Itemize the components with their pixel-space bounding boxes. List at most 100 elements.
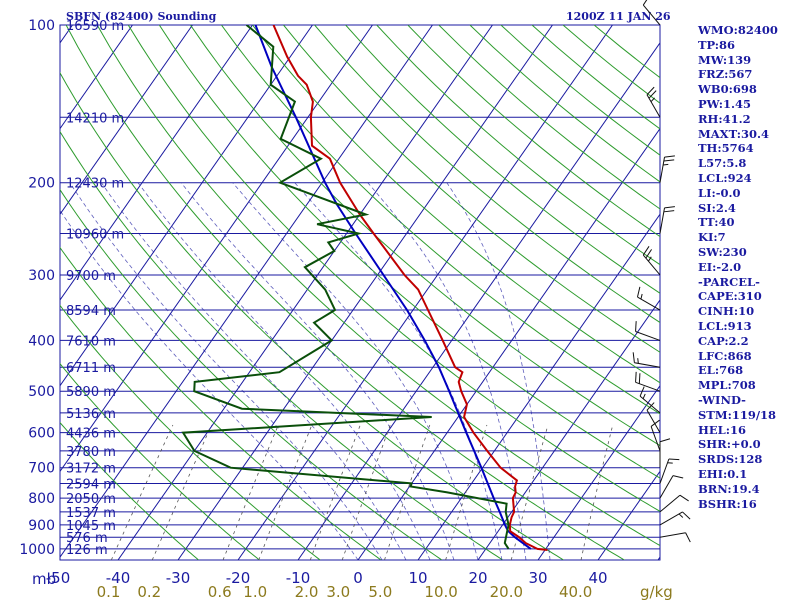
isotherm-line — [60, 25, 193, 216]
wind-barb-flag — [636, 286, 641, 298]
wind-barb-flag — [664, 155, 675, 158]
pressure-tick-label: 1000 — [19, 542, 55, 558]
wind-barb-flag — [638, 373, 641, 384]
dry-adiabat-line — [60, 71, 564, 560]
wind-barb-half-flag — [637, 358, 639, 364]
wind-barb — [659, 155, 675, 183]
index-item: WMO:82400 — [698, 23, 778, 37]
isotherm-line — [477, 299, 660, 560]
height-label: 2594 m — [66, 477, 116, 492]
chart-title: SBFN (82400) Sounding — [66, 10, 217, 23]
height-label: 3172 m — [66, 462, 116, 477]
index-item: SHR:+0.0 — [698, 437, 761, 452]
index-item: EHI:0.1 — [698, 466, 748, 481]
wind-barb-half-flag — [640, 293, 643, 300]
height-label: 10960 m — [66, 227, 124, 242]
mixing-ratio-tick-label: 1.0 — [243, 583, 267, 600]
wind-barb — [639, 386, 661, 414]
temperature-tick-label: -20 — [226, 569, 251, 587]
index-item: EL:768 — [698, 363, 744, 378]
dry-adiabat-line — [65, 25, 625, 560]
wind-barb-half-flag — [648, 256, 652, 262]
wind-barb — [659, 511, 691, 526]
wind-barb-flag — [668, 458, 680, 461]
pressure-tick-label: 900 — [28, 518, 55, 534]
moist-adiabat-line — [180, 182, 455, 560]
parcel-trace — [254, 25, 532, 550]
mixing-ratio-line — [341, 424, 391, 560]
index-item: CAP:2.2 — [698, 333, 749, 348]
wind-barb — [646, 402, 661, 433]
wind-barb — [646, 86, 661, 118]
mixing-ratio-unit-label: g/kg — [640, 583, 673, 600]
wind-barb-half-flag — [650, 97, 655, 103]
background-grid — [59, 24, 661, 561]
wind-barb-flag — [646, 86, 655, 96]
index-item: KI:7 — [698, 230, 726, 245]
pressure-tick-label: 400 — [28, 333, 55, 349]
mixing-ratio-tick-label: 40.0 — [559, 583, 592, 600]
isotherm-line — [60, 25, 313, 387]
dry-adiabat-line — [314, 25, 660, 324]
wind-barb-flag — [635, 321, 637, 332]
moist-adiabat-line — [367, 182, 527, 560]
height-label: 2050 m — [66, 492, 116, 507]
index-item: L57:5.8 — [698, 156, 747, 171]
mixing-ratio-tick-label: 0.1 — [97, 583, 121, 600]
moist-adiabat-line — [446, 182, 551, 560]
index-item: STM:119/18 — [698, 407, 777, 422]
isotherm-line — [537, 384, 660, 560]
wind-barb-staff — [659, 207, 666, 234]
isotherm-line — [417, 213, 660, 560]
wind-barb-staff — [642, 254, 661, 276]
isotherm-line — [60, 25, 253, 301]
mixing-ratio-line — [258, 424, 313, 560]
temperature-tick-label: 30 — [528, 569, 547, 587]
dry-adiabat-line — [376, 25, 660, 266]
dry-adiabat-line — [60, 130, 503, 560]
moist-adiabat-line — [101, 182, 407, 560]
temperature-tick-label: 20 — [468, 569, 487, 587]
index-item: CAPE:310 — [698, 289, 762, 304]
dry-adiabat-line — [158, 25, 660, 479]
height-label: 4436 m — [66, 427, 116, 442]
pressure-tick-label: 200 — [28, 176, 55, 192]
index-item: BSHR:16 — [698, 496, 757, 511]
isotherm-line — [237, 25, 613, 560]
wind-barb-flag — [682, 511, 691, 520]
chart-time: 1200Z 11 JAN 26 — [566, 10, 671, 23]
adiabat-lines — [60, 25, 660, 560]
wind-barb — [659, 475, 684, 499]
dry-adiabat-line — [96, 25, 660, 547]
index-item: SRDS:128 — [698, 452, 763, 467]
dry-adiabat-line — [60, 246, 382, 560]
wind-barb-flag — [646, 402, 655, 411]
wind-barb — [659, 438, 671, 468]
sounding-profiles — [181, 25, 548, 551]
wind-barb — [659, 494, 689, 513]
index-item: -PARCEL- — [698, 274, 760, 289]
height-label: 5136 m — [66, 407, 116, 422]
wind-barb-flag — [685, 532, 691, 543]
wind-barb-flag — [639, 386, 645, 397]
mixing-ratio-line — [309, 424, 361, 560]
wind-barb-staff — [659, 157, 666, 183]
wind-barb — [642, 246, 661, 276]
wind-barb — [642, 0, 661, 26]
height-label: 8594 m — [66, 304, 116, 319]
mixing-ratio-tick-label: 20.0 — [490, 583, 523, 600]
temperature-tick-label: -30 — [166, 569, 191, 587]
dry-adiabat-line — [60, 362, 260, 560]
mixing-ratio-tick-label: 0.2 — [137, 583, 161, 600]
wind-barb — [659, 206, 675, 234]
pressure-tick-label: 500 — [28, 384, 55, 400]
moist-adiabat-line — [69, 182, 383, 560]
index-item: BRN:19.4 — [698, 481, 760, 496]
wind-barb-staff — [639, 395, 661, 414]
index-item: LCL:924 — [698, 170, 752, 185]
mixing-ratio-line — [222, 424, 279, 560]
dry-adiabat-line — [345, 25, 660, 294]
wind-barb-staff — [642, 4, 661, 26]
